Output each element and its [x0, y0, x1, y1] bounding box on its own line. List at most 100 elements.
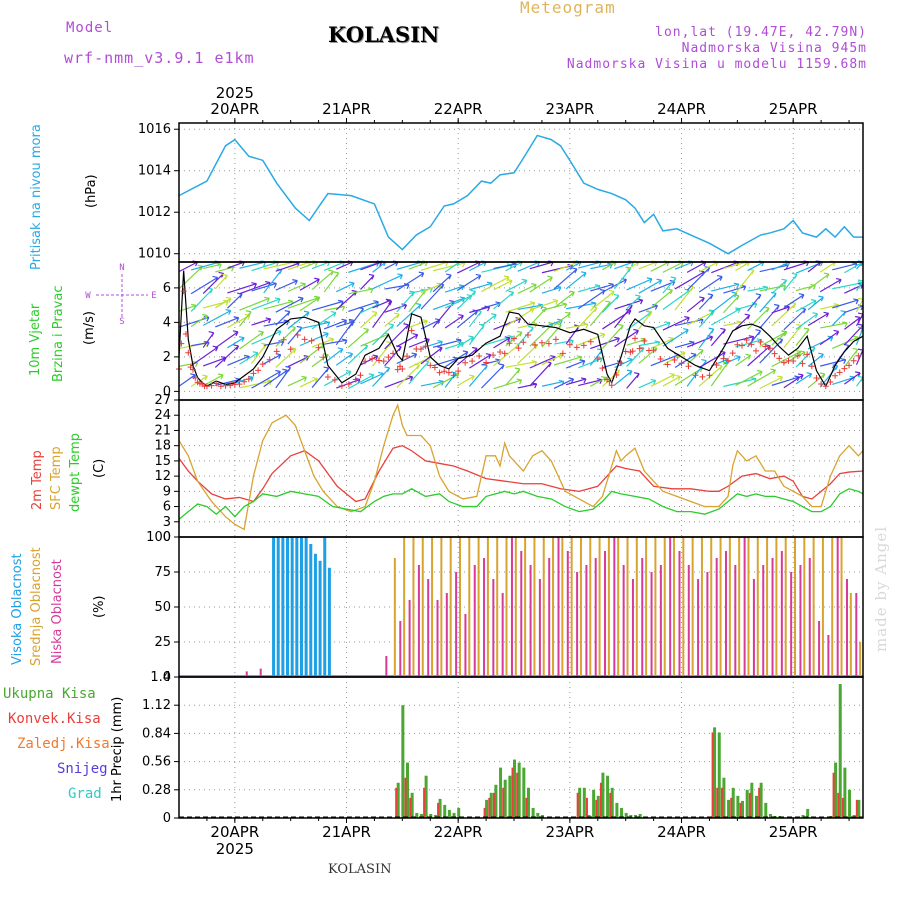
wind-arrow [638, 304, 658, 313]
precip-conv-bar [730, 797, 733, 818]
cloud-mid-bar [412, 537, 415, 676]
wind-arrow-head [580, 377, 587, 384]
wind-arrow [674, 367, 703, 386]
wind-arrow-head [717, 274, 723, 281]
precip-total-bar [401, 705, 405, 818]
wind-arrow [626, 347, 645, 367]
wind-arrow [735, 314, 751, 330]
wind-arrow [432, 339, 462, 348]
precip-total-bar [717, 732, 721, 818]
cloud-mid-bar [579, 537, 582, 676]
wind-arrow-head [531, 360, 538, 366]
precip-legend-frz: Zaledj.Kisa [17, 736, 110, 752]
cloud-mid-bar [747, 537, 750, 676]
wind-arrow [287, 261, 311, 271]
wind-arrow [820, 322, 848, 329]
wind-arrow [336, 282, 355, 293]
wind-arrow [589, 291, 615, 311]
precip-conv-bar [488, 797, 491, 818]
cloud-low-bar [594, 558, 597, 676]
wind-arrow [698, 261, 719, 273]
gust-marker [725, 357, 732, 364]
precip-total-bar [838, 684, 842, 818]
wind-arrow [517, 304, 544, 311]
wind-arrow [287, 376, 307, 387]
wind-arrow-head [684, 316, 690, 322]
y-tick-label: 100 [146, 530, 171, 545]
cloud-low-bar [385, 656, 388, 676]
wind-arrow [578, 357, 603, 369]
wind-arrow-head [394, 312, 400, 319]
wind-arrow-head [341, 318, 348, 325]
wind-arrow [227, 355, 250, 366]
gust-marker [799, 360, 806, 367]
wind-arrow [311, 270, 334, 291]
cloud-mid-bar [403, 537, 406, 676]
y-tick-label: 0 [163, 530, 171, 545]
gust-marker [462, 359, 469, 366]
cloud-high-bar [281, 537, 285, 676]
wind-arrow [771, 279, 787, 295]
gust-marker [427, 362, 434, 369]
cloud-high-bar [313, 553, 317, 676]
wind-arrow [384, 261, 399, 270]
precip-total-bar [494, 784, 498, 818]
precip-total-bar [582, 787, 586, 818]
cloud-low-bar [492, 579, 495, 676]
wind-arrow [686, 297, 705, 313]
precip-conv-bar [748, 792, 751, 818]
wind-arrow [481, 276, 510, 293]
precip-total-bar [396, 782, 400, 818]
wind-arrow-head [840, 358, 847, 364]
wind-arrow [299, 261, 318, 270]
cloud-mid-bar [421, 537, 424, 676]
wind-arrow-head [531, 283, 537, 289]
wind-arrow [408, 289, 427, 313]
gust-marker [573, 344, 580, 351]
wind-arrow [444, 261, 460, 273]
station-elevation: Nadmorska Visina 945m [681, 41, 867, 56]
cloud-low-bar [445, 593, 448, 676]
wind-arrow [481, 364, 505, 389]
cloud-high-bar [299, 537, 303, 676]
wind-arrow [214, 297, 232, 309]
wind-arrow [263, 261, 296, 270]
wind-arrow [638, 279, 662, 294]
wind-arrow-head [475, 273, 482, 280]
wind-arrow-head [561, 302, 568, 309]
wind-arrow-head [670, 276, 677, 283]
cloud-low-bar [659, 565, 662, 676]
wind-arrow [456, 336, 474, 348]
gust-marker [685, 363, 692, 370]
pressure-line [178, 134, 863, 255]
wind-arrow-head [422, 319, 428, 325]
wind-arrow [843, 349, 859, 368]
wind-arrow-head [635, 294, 641, 301]
wind-arrow-head [225, 309, 232, 315]
panel-frame-0 [178, 122, 864, 263]
cloud-low-bar [734, 565, 737, 676]
wind-arrow [686, 336, 713, 348]
cloud-low-bar [725, 551, 728, 676]
cloud-low-bar [245, 671, 248, 676]
wind-arrow [819, 330, 839, 346]
wind-arrow [662, 351, 686, 366]
wind-arrow-head [833, 329, 840, 336]
wind-arrow [239, 297, 270, 311]
wind-arrow [469, 354, 492, 369]
gust-marker [352, 376, 359, 383]
wind-arrow-head [216, 262, 222, 269]
wind-arrow-head [626, 369, 633, 376]
precip-conv-bar [599, 782, 602, 818]
cloud-high-bar [290, 537, 294, 676]
wind-arrow [686, 261, 707, 273]
wind-arrow [456, 274, 482, 291]
gust-marker [294, 332, 301, 339]
y-tick-label: 1.12 [142, 698, 171, 713]
precip-total-bar [745, 789, 749, 818]
wind-arrow-head [797, 373, 804, 380]
precip-conv-bar [758, 787, 761, 818]
wind-arrow-head [301, 375, 307, 382]
gust-marker [431, 364, 438, 371]
